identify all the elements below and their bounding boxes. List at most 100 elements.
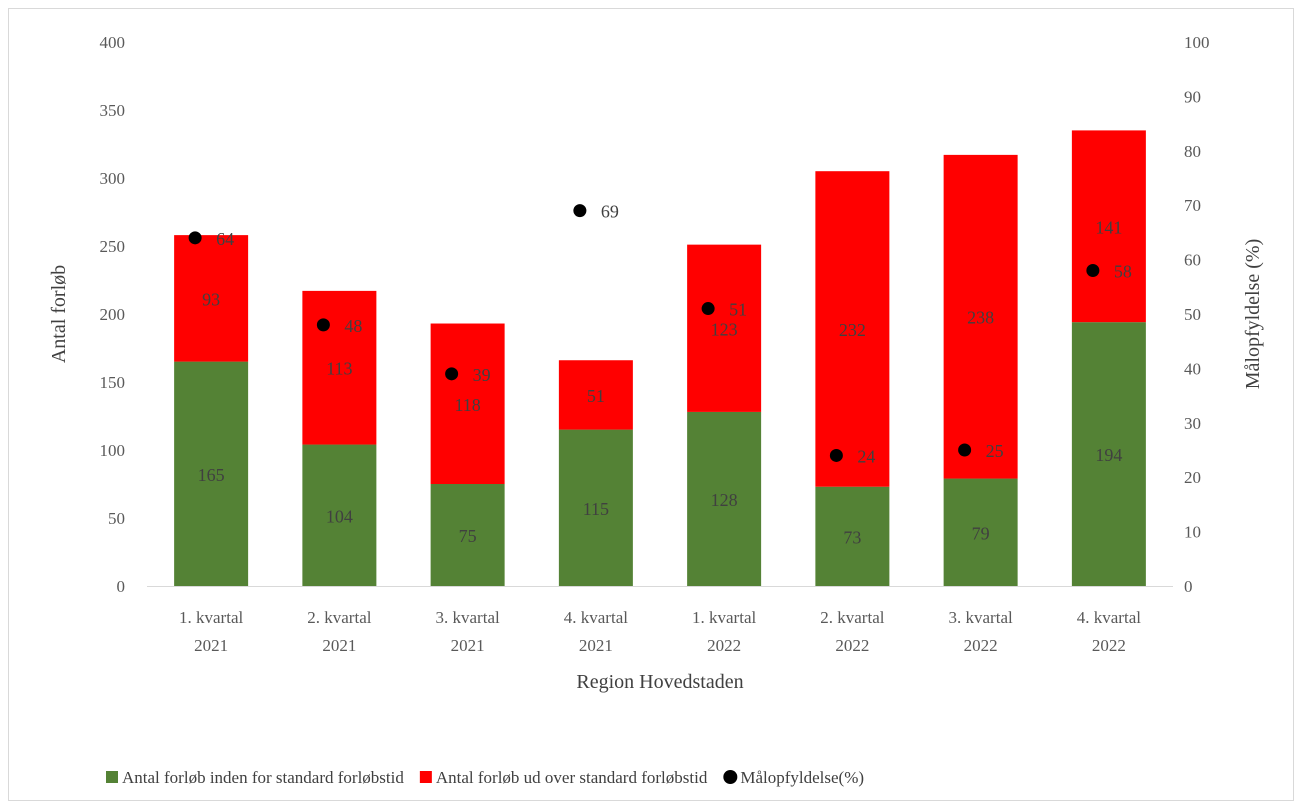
bar-over-standard [174, 235, 249, 362]
y-tick-label: 300 [100, 169, 126, 188]
x-tick-label: 1. kvartal [692, 608, 756, 627]
target-point [829, 448, 843, 462]
target-point [316, 318, 330, 332]
bar-over-standard [558, 360, 633, 430]
y-tick-label: 150 [100, 373, 126, 392]
x-tick-label: 2. kvartal [307, 608, 371, 627]
bar-label-over-standard: 238 [967, 308, 994, 328]
bar-within-standard [430, 484, 505, 586]
legend-swatch [106, 771, 118, 783]
y2-tick-label: 20 [1184, 468, 1201, 487]
y-tick-label: 400 [100, 33, 126, 52]
bar-label-over-standard: 51 [587, 386, 605, 406]
bar-within-standard [302, 444, 377, 586]
x-tick-label: 1. kvartal [179, 608, 243, 627]
target-points: 64 48 39 69 51 24 25 58 [188, 202, 1132, 466]
chart-frame: 0 50 100 150 200 250 300 350 400 0 10 20 30 40 50 60 70… [8, 8, 1294, 801]
y2-tick-label: 90 [1184, 87, 1201, 106]
y2-tick-label: 40 [1184, 359, 1201, 378]
target-point-label: 48 [344, 316, 362, 336]
x-tick-label: 3. kvartal [949, 608, 1013, 627]
x-tick-label: 4. kvartal [1077, 608, 1141, 627]
y-tick-label: 250 [100, 237, 126, 256]
y2-tick-label: 30 [1184, 414, 1201, 433]
x-tick-label-year: 2021 [194, 636, 228, 655]
legend-label: Antal forløb inden for standard forløbst… [122, 768, 404, 787]
x-tick-label-year: 2021 [451, 636, 485, 655]
legend: Antal forløb inden for standard forløbst… [106, 768, 864, 787]
bar-label-within-standard: 73 [843, 527, 861, 547]
target-point-label: 69 [601, 202, 619, 222]
bar-within-standard [174, 361, 249, 586]
bar-within-standard [558, 429, 633, 586]
y-axis-ticks: 0 50 100 150 200 250 300 350 400 [100, 33, 126, 596]
target-point-label: 39 [473, 365, 491, 385]
bar-over-standard [1071, 130, 1146, 323]
y2-tick-label: 10 [1184, 523, 1201, 542]
target-point-label: 51 [729, 300, 747, 320]
bar-label-within-standard: 104 [326, 506, 353, 526]
x-tick-label: 4. kvartal [564, 608, 628, 627]
x-tick-label-year: 2021 [322, 636, 356, 655]
target-point-label: 64 [216, 229, 234, 249]
bar-within-standard [815, 486, 890, 586]
bar-label-over-standard: 93 [202, 289, 220, 309]
bar-label-over-standard: 232 [839, 320, 866, 340]
bar-over-standard [430, 323, 505, 484]
x-tick-label-year: 2022 [964, 636, 998, 655]
x-tick-label: 3. kvartal [436, 608, 500, 627]
target-point [573, 204, 587, 218]
y-tick-label: 50 [108, 509, 125, 528]
x-tick-label-year: 2022 [835, 636, 869, 655]
y2-tick-label: 60 [1184, 251, 1201, 270]
bar-label-over-standard: 141 [1095, 217, 1122, 237]
legend-marker [723, 770, 738, 784]
bar-over-standard [302, 290, 377, 445]
legend-label: Antal forløb ud over standard forløbstid [436, 768, 708, 787]
legend-label: Målopfyldelse(%) [740, 768, 864, 787]
bar-label-within-standard: 165 [198, 465, 225, 485]
target-point-label: 25 [986, 441, 1004, 461]
bar-label-within-standard: 128 [711, 490, 738, 510]
x-axis-ticks: 1. kvartal 2021 2. kvartal 2021 3. kvartal 20… [179, 608, 1141, 655]
bar-label-within-standard: 194 [1095, 445, 1122, 465]
y-tick-label: 0 [117, 577, 126, 596]
bar-over-standard [815, 171, 890, 487]
y2-tick-label: 80 [1184, 142, 1201, 161]
target-point [958, 443, 972, 457]
target-point [188, 231, 202, 245]
bar-label-over-standard: 113 [326, 359, 352, 379]
y-tick-label: 100 [100, 441, 126, 460]
bar-label-within-standard: 75 [459, 526, 477, 546]
y2-axis-title: Målopfyldelse (%) [1242, 239, 1264, 390]
bar-label-within-standard: 115 [583, 499, 609, 519]
bar-data-labels: 165 93 104 113 75 118 115 51 128 123 73 232 79 238 194… [198, 217, 1123, 547]
target-point [445, 367, 459, 381]
y-axis-title: Antal forløb [48, 265, 70, 363]
x-tick-label: 2. kvartal [820, 608, 884, 627]
x-tick-label-year: 2022 [1092, 636, 1126, 655]
bar-within-standard [943, 478, 1018, 586]
target-point-label: 58 [1114, 261, 1132, 281]
bars [174, 130, 1146, 586]
y2-axis-ticks: 0 10 20 30 40 50 60 70 80 90 100 [1184, 33, 1210, 596]
target-point-label: 24 [857, 446, 875, 466]
target-point [701, 302, 715, 316]
bar-within-standard [687, 411, 762, 586]
bar-over-standard [687, 244, 762, 412]
y2-tick-label: 100 [1184, 33, 1210, 52]
y2-tick-label: 50 [1184, 305, 1201, 324]
bar-within-standard [1071, 322, 1146, 586]
bar-label-over-standard: 118 [454, 395, 480, 415]
bar-over-standard [943, 154, 1018, 479]
bar-label-within-standard: 79 [972, 523, 990, 543]
x-tick-label-year: 2021 [579, 636, 613, 655]
y2-tick-label: 70 [1184, 196, 1201, 215]
x-axis-title: Region Hovedstaden [576, 671, 743, 693]
chart-svg: 0 50 100 150 200 250 300 350 400 0 10 20 30 40 50 60 70… [48, 33, 1264, 787]
bar-label-over-standard: 123 [711, 319, 738, 339]
x-tick-label-year: 2022 [707, 636, 741, 655]
y-tick-label: 200 [100, 305, 126, 324]
target-point [1086, 263, 1100, 277]
legend-swatch [419, 771, 432, 783]
